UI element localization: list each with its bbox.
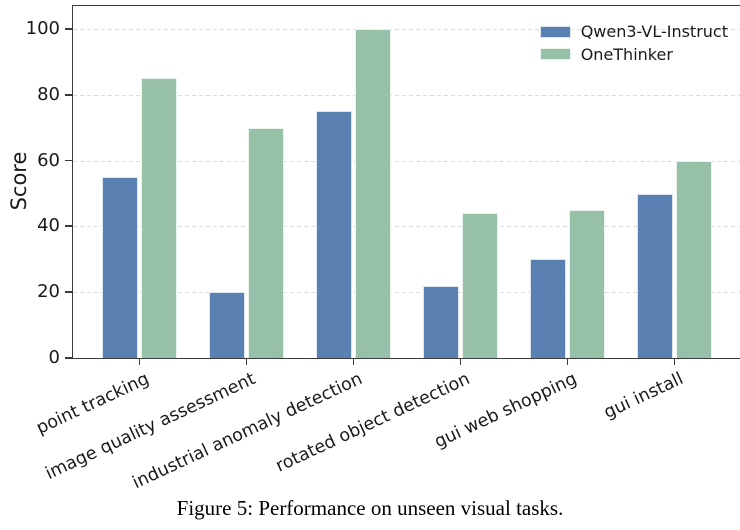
x-tick-mark-gui-web-shopping (566, 358, 569, 365)
y-tick-mark-100 (65, 28, 72, 30)
x-tick-mark-rotated-object-detection (459, 358, 462, 365)
x-tick-label-gui-install: gui install (601, 369, 687, 424)
bar-qwen3-vl-instruct-gui-web-shopping (530, 259, 566, 358)
bar-onethinker-point-tracking (141, 78, 177, 358)
y-axis: 0 20 40 60 80 100 (0, 5, 72, 367)
y-tick-label-40: 40 (37, 215, 60, 237)
y-tick-label-80: 80 (37, 83, 60, 105)
legend-swatch-qwen3-vl-instruct (539, 25, 571, 38)
gridline-60 (73, 160, 740, 162)
y-tick-label-100: 100 (25, 18, 60, 40)
bar-onethinker-image-quality-assessment (248, 127, 284, 358)
gridline-80 (73, 94, 740, 96)
legend-swatch-onethinker (539, 48, 571, 61)
bar-onethinker-gui-web-shopping (569, 209, 605, 358)
legend-label-qwen3-vl-instruct: Qwen3-VL-Instruct (580, 22, 728, 41)
bar-qwen3-vl-instruct-point-tracking (102, 177, 138, 358)
bar-onethinker-gui-install (676, 160, 712, 358)
legend-item-qwen3-vl-instruct: Qwen3-VL-Instruct (539, 22, 728, 41)
x-tick-mark-point-tracking (138, 358, 141, 365)
y-tick-mark-0 (65, 357, 72, 359)
x-tick-mark-image-quality-assessment (245, 358, 248, 365)
y-tick-label-20: 20 (37, 281, 60, 303)
legend-label-onethinker: OneThinker (580, 44, 673, 64)
plot-area: Qwen3-VL-Instruct OneThinker (72, 5, 740, 359)
y-tick-mark-40 (65, 225, 72, 228)
x-tick-label-rotated-object-detection: rotated object detection (272, 369, 473, 477)
y-tick-label-60: 60 (37, 149, 60, 171)
gridline-100 (73, 29, 740, 31)
y-tick-mark-60 (65, 159, 72, 162)
gridline-40 (73, 226, 740, 228)
legend: Qwen3-VL-Instruct OneThinker (539, 22, 728, 64)
y-tick-mark-80 (65, 93, 72, 96)
y-tick-label-0: 0 (48, 347, 60, 368)
bar-qwen3-vl-instruct-gui-install (637, 193, 673, 358)
x-axis: point tracking image quality assessment in… (33, 357, 740, 502)
x-tick-mark-industrial-anomaly-detection (352, 358, 355, 365)
gridline-20 (73, 292, 740, 294)
bar-qwen3-vl-instruct-rotated-object-detection (423, 285, 459, 358)
y-tick-mark-20 (65, 291, 72, 293)
bar-onethinker-rotated-object-detection (462, 213, 498, 358)
figure-caption: Figure 5: Performance on unseen visual t… (176, 496, 564, 520)
legend-item-onethinker: OneThinker (539, 44, 728, 64)
bar-onethinker-industrial-anomaly-detection (355, 29, 391, 358)
bar-qwen3-vl-instruct-industrial-anomaly-detection (316, 111, 352, 358)
bar-qwen3-vl-instruct-image-quality-assessment (209, 292, 245, 358)
x-tick-mark-gui-install (673, 358, 676, 365)
